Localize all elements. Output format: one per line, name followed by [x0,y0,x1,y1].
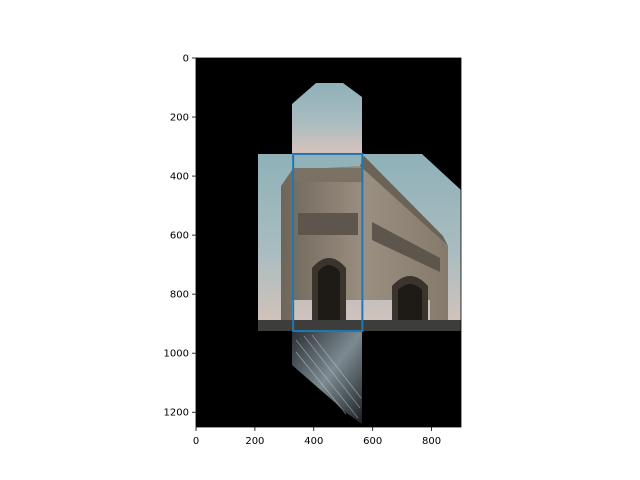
arch-monument [258,156,461,331]
x-tick-label: 800 [422,436,441,447]
y-tick-label: 800 [170,290,189,301]
x-tick-label: 0 [193,436,199,447]
y-tick-label: 200 [170,113,189,124]
y-tick-label: 1200 [164,408,189,419]
bottom-streak-region [292,331,362,424]
y-tick-label: 400 [170,172,189,183]
y-tick-label: 600 [170,231,189,242]
x-axis: 0 200 400 600 800 [193,427,441,447]
warped-photo-image [196,58,461,427]
y-tick-label: 0 [183,54,189,65]
x-tick-label: 400 [304,436,323,447]
x-tick-label: 200 [245,436,264,447]
y-axis: 0 200 400 600 800 1000 1200 [164,54,196,419]
y-tick-label: 1000 [164,349,189,360]
sky-tab [292,83,362,154]
plot-frame [195,57,462,428]
streak-lines [295,334,362,419]
x-tick-label: 600 [363,436,382,447]
roi-rectangle [292,152,364,333]
